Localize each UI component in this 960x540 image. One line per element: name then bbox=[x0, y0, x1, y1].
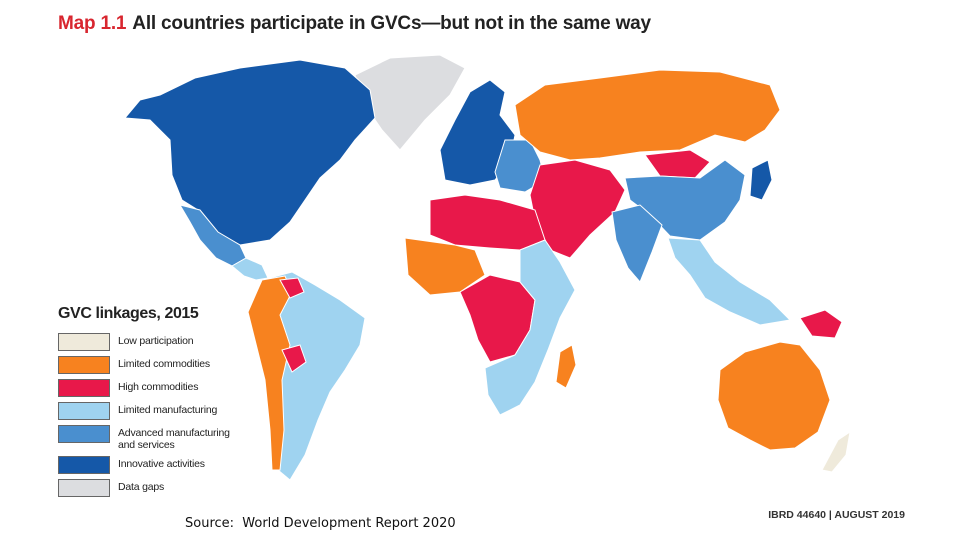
legend-swatch bbox=[58, 402, 110, 420]
legend-item: High commodities bbox=[58, 379, 258, 397]
australia-region bbox=[717, 341, 831, 451]
legend-item: Advanced manufacturing and services bbox=[58, 425, 258, 451]
legend-label: Innovative activities bbox=[118, 458, 205, 470]
map-title: Map 1.1 All countries participate in GVCs… bbox=[58, 13, 651, 35]
legend-label: Advanced manufacturing and services bbox=[118, 427, 230, 451]
west-africa-region bbox=[404, 237, 486, 296]
source-note: Source: World Development Report 2020 bbox=[185, 516, 456, 531]
ibrd-label: IBRD 44640 | AUGUST 2019 bbox=[768, 509, 905, 521]
legend-swatch bbox=[58, 333, 110, 351]
papua-new-guinea-region bbox=[799, 309, 843, 339]
legend-swatch bbox=[58, 379, 110, 397]
bolivia-venezuela-region bbox=[279, 277, 307, 373]
legend-label: Limited manufacturing bbox=[118, 404, 218, 416]
madagascar-region bbox=[555, 344, 577, 389]
legend-swatch bbox=[58, 479, 110, 497]
legend-item: Limited manufacturing bbox=[58, 402, 258, 420]
legend: GVC linkages, 2015 Low participation Limi… bbox=[58, 305, 258, 502]
legend-title: GVC linkages, 2015 bbox=[58, 305, 199, 322]
europe-west-region bbox=[439, 79, 516, 186]
legend-label: Limited commodities bbox=[118, 358, 210, 370]
north-america-region bbox=[123, 59, 376, 246]
japan-region bbox=[749, 159, 773, 201]
india-region bbox=[611, 204, 663, 283]
legend-items: Low participation Limited commodities High… bbox=[58, 333, 258, 497]
legend-label: High commodities bbox=[118, 381, 199, 393]
legend-label: Low participation bbox=[118, 335, 194, 347]
new-zealand-region bbox=[821, 430, 851, 473]
legend-item: Low participation bbox=[58, 333, 258, 351]
legend-swatch bbox=[58, 425, 110, 443]
mongolia-region bbox=[644, 149, 711, 179]
east-southern-africa-region bbox=[484, 239, 576, 416]
north-africa-region bbox=[429, 194, 546, 251]
russia-region bbox=[514, 69, 781, 161]
legend-swatch bbox=[58, 456, 110, 474]
map-number: Map 1.1 bbox=[58, 13, 127, 34]
map-title-text: All countries participate in GVCs—but no… bbox=[132, 13, 651, 34]
legend-item: Limited commodities bbox=[58, 356, 258, 374]
legend-item: Data gaps bbox=[58, 479, 258, 497]
legend-swatch bbox=[58, 356, 110, 374]
southeast-asia-region bbox=[667, 237, 792, 326]
legend-label: Data gaps bbox=[118, 481, 165, 493]
legend-item: Innovative activities bbox=[58, 456, 258, 474]
